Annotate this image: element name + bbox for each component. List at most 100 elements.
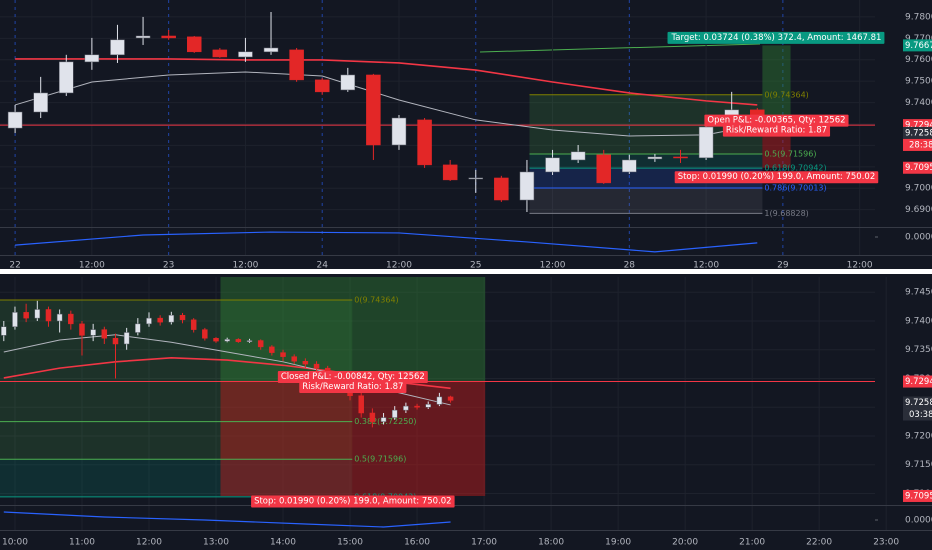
candle-body	[12, 312, 18, 327]
x-tick-label: 12:00	[693, 261, 719, 271]
candle-body	[380, 417, 387, 422]
indicator-tick-label: 0.0000	[905, 233, 932, 243]
candle-body	[468, 177, 484, 180]
candle-body	[291, 356, 297, 362]
target-zone	[762, 45, 791, 126]
candle-body	[186, 36, 202, 53]
candle-body	[447, 396, 454, 401]
price-badge	[903, 375, 932, 388]
candle-body	[101, 329, 108, 339]
candle-body	[519, 171, 535, 201]
pnl-box-text: Closed P&L: -0.00842, Qty: 12562	[281, 372, 425, 382]
countdown-text: 03:38	[909, 410, 932, 420]
countdown-badge	[903, 138, 932, 151]
price-badge-text: 9.72582	[905, 398, 932, 408]
candle-body	[647, 156, 663, 160]
y-tick-label: 9.70000	[905, 184, 932, 194]
y-tick-label: 9.78000	[905, 12, 932, 22]
stop-box-text: Stop: 0.01990 (0.20%) 199.0, Amount: 750…	[254, 497, 452, 507]
countdown-text: 28:38	[909, 140, 932, 150]
pnl-box-bg	[704, 114, 849, 127]
x-tick-label: 12:00	[540, 261, 566, 271]
x-tick-label: 16:00	[404, 538, 430, 548]
fib-label: 0(9.74364)	[354, 296, 398, 305]
candle-body	[135, 35, 151, 39]
pane-divider	[0, 269, 932, 274]
candle-body	[673, 156, 688, 159]
x-tick-label: 24	[316, 261, 328, 271]
candle-body	[112, 337, 119, 345]
x-tick-label: 23:00	[873, 538, 899, 548]
y-tick-label: 9.74000	[905, 98, 932, 108]
x-tick-label: 17:00	[471, 538, 497, 548]
candle-body	[238, 51, 253, 58]
candle-body	[90, 329, 96, 336]
candle-body	[289, 49, 304, 81]
candle-body	[596, 154, 611, 184]
x-tick-label: 12:00	[847, 261, 873, 271]
y-tick-label: 9.77000	[905, 34, 932, 44]
x-tick-label: 13:00	[203, 538, 229, 548]
fib-label: 0.786(9.70013)	[764, 183, 826, 192]
x-tick-label: 12:00	[136, 538, 162, 548]
y-tick-label: 9.74500	[905, 288, 932, 298]
x-tick-label: 22:00	[806, 538, 832, 548]
stop-box: Stop: 0.01990 (0.20%) 199.0, Amount: 750…	[251, 495, 455, 508]
x-tick-label: 23	[163, 261, 174, 271]
pnl-box-text: Risk/Reward Ratio: 1.87	[302, 382, 403, 392]
candle-body	[34, 309, 41, 319]
candle-body	[213, 337, 219, 342]
candle-body	[161, 35, 176, 39]
price-badge-text: 9.72947	[905, 121, 932, 131]
candle-body	[269, 346, 275, 353]
target-zone	[220, 277, 486, 382]
price-badge-text: 9.70957	[905, 163, 932, 173]
pnl-box: Risk/Reward Ratio: 1.87	[722, 124, 831, 137]
candle-body	[436, 396, 443, 405]
moving-average	[15, 58, 758, 106]
x-tick-label: 22	[9, 261, 20, 271]
candle-body	[369, 412, 376, 422]
price-badge	[903, 119, 932, 132]
price-badge	[903, 161, 932, 174]
candle-body	[570, 151, 586, 161]
stop-box-bg	[251, 495, 455, 508]
candle-body	[56, 313, 63, 322]
x-tick-label: 19:00	[605, 538, 631, 548]
stop-zone	[220, 381, 486, 496]
candle-body	[135, 323, 141, 333]
price-badge-text: 9.72947	[905, 377, 932, 387]
x-tick-label: 12:00	[232, 261, 258, 271]
candle-body	[314, 79, 330, 93]
target-box-text: Target: 0.03724 (0.38%) 372.4, Amount: 1…	[671, 33, 882, 43]
candle-body	[391, 409, 398, 418]
candle-body	[257, 340, 264, 348]
candle-body	[146, 317, 152, 325]
x-tick-label: 11:00	[69, 538, 95, 548]
x-tick-label: 14:00	[270, 538, 296, 548]
candle-body	[263, 47, 279, 53]
price-badge-text: 9.72582	[905, 128, 932, 138]
trend-line	[479, 43, 761, 53]
y-tick-label: 9.75000	[905, 77, 932, 87]
candle-body	[110, 39, 125, 56]
x-tick-label: 25	[470, 261, 481, 271]
candle-body	[494, 177, 509, 201]
candle-body	[358, 395, 364, 414]
price-badge-text: 9.70957	[905, 491, 932, 501]
candle-body	[302, 360, 309, 365]
candle-body	[545, 157, 560, 173]
pnl-box: Open P&L: -0.00365, Qty: 12562	[704, 114, 849, 127]
candle-body	[45, 309, 52, 322]
candle-body	[202, 329, 208, 339]
pnl-box: Risk/Reward Ratio: 1.87	[299, 381, 407, 394]
candle-body	[168, 314, 175, 323]
fib-band	[529, 187, 763, 214]
pnl-box-text: Open P&L: -0.00365, Qty: 12562	[707, 116, 845, 126]
price-badge-text: 9.76671	[905, 41, 932, 51]
candle-body	[391, 117, 407, 146]
y-tick-label: 9.73500	[905, 345, 932, 355]
target-box: Target: 0.03724 (0.38%) 372.4, Amount: 1…	[667, 31, 885, 44]
candle-body	[190, 319, 197, 330]
